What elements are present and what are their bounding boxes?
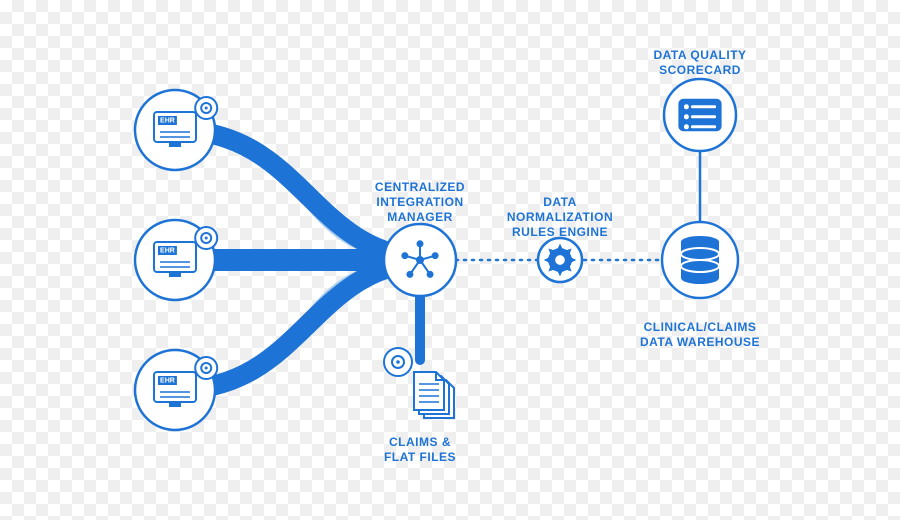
- warehouse-label: CLINICAL/CLAIMS DATA WAREHOUSE: [610, 320, 790, 350]
- claims-label: CLAIMS & FLAT FILES: [330, 435, 510, 465]
- ehr2-node: EHR: [135, 220, 217, 300]
- warehouse-node: [662, 222, 738, 298]
- svg-text:EHR: EHR: [160, 378, 175, 385]
- svg-text:EHR: EHR: [160, 118, 175, 125]
- svg-text:EHR: EHR: [160, 248, 175, 255]
- ehr3-node: EHR: [135, 350, 217, 430]
- ehr1-node: EHR: [135, 90, 217, 170]
- rules-node: [538, 238, 582, 282]
- scorecard-label: DATA QUALITY SCORECARD: [610, 48, 790, 78]
- scorecard-node: [664, 79, 736, 151]
- hub-node: [384, 224, 456, 296]
- rules-label: DATA NORMALIZATION RULES ENGINE: [470, 195, 650, 240]
